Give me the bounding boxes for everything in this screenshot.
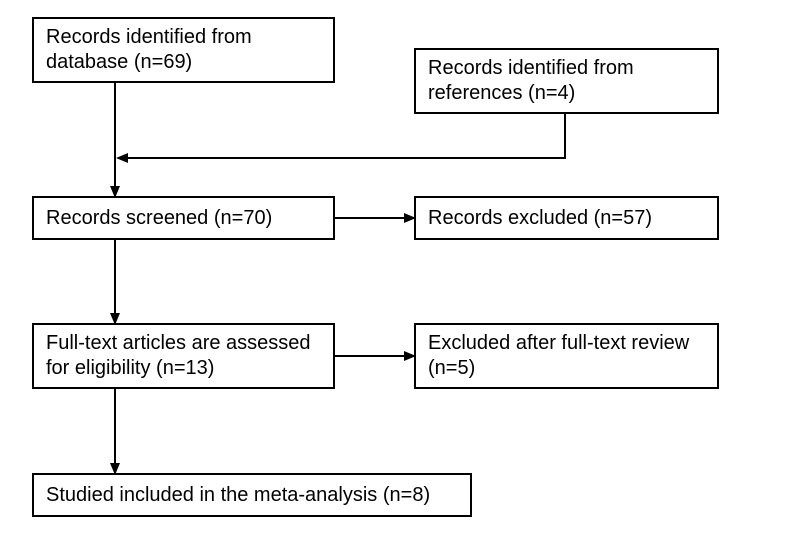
node-records-screened: Records screened (n=70) bbox=[32, 196, 335, 240]
node-label: Studied included in the meta-analysis (n… bbox=[46, 483, 430, 508]
node-identified-database: Records identified from database (n=69) bbox=[32, 17, 335, 83]
node-fulltext-assessed: Full-text articles are assessed for elig… bbox=[32, 323, 335, 389]
node-included: Studied included in the meta-analysis (n… bbox=[32, 473, 472, 517]
node-label: Records identified from references (n=4) bbox=[428, 56, 705, 106]
edge-refs-to-merge bbox=[118, 114, 565, 158]
node-label: Full-text articles are assessed for elig… bbox=[46, 331, 321, 381]
node-label: Records excluded (n=57) bbox=[428, 206, 652, 231]
node-label: Records screened (n=70) bbox=[46, 206, 272, 231]
node-records-excluded: Records excluded (n=57) bbox=[414, 196, 719, 240]
node-excluded-fulltext: Excluded after full-text review (n=5) bbox=[414, 323, 719, 389]
node-label: Excluded after full-text review (n=5) bbox=[428, 331, 705, 381]
node-label: Records identified from database (n=69) bbox=[46, 25, 321, 75]
node-identified-references: Records identified from references (n=4) bbox=[414, 48, 719, 114]
